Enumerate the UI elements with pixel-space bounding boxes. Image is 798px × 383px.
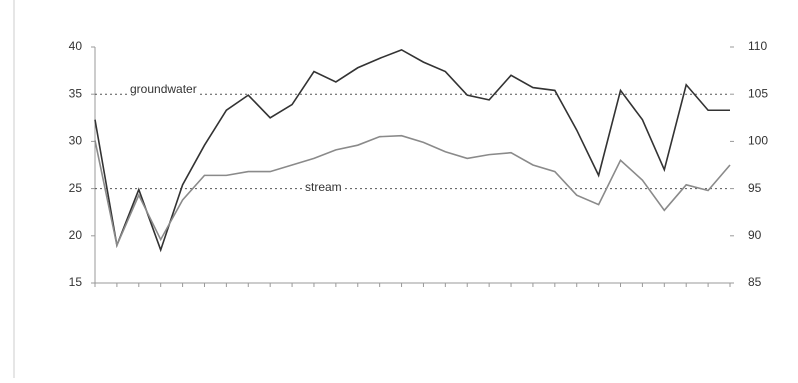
- label-background: [302, 179, 345, 196]
- y-tick-label: 40: [69, 39, 83, 53]
- series-label: groundwater: [130, 82, 197, 96]
- y-tick-label: 20: [69, 228, 83, 242]
- y-tick-label: 15: [69, 275, 83, 289]
- y-tick-label: 35: [69, 86, 83, 100]
- y2-tick-label: 100: [748, 134, 768, 148]
- y2-tick-label: 90: [748, 228, 762, 242]
- y2-tick-label: 95: [748, 181, 762, 195]
- y2-tick-label: 105: [748, 86, 768, 100]
- series-line: [94, 134, 731, 248]
- y-tick-label: 30: [69, 134, 83, 148]
- y2-tick-label: 85: [748, 275, 762, 289]
- series-line: [94, 48, 730, 253]
- label-background: [127, 81, 200, 98]
- series-label: stream: [305, 180, 342, 194]
- y-tick-label: 25: [69, 181, 83, 195]
- y2-tick-label: 110: [748, 39, 767, 53]
